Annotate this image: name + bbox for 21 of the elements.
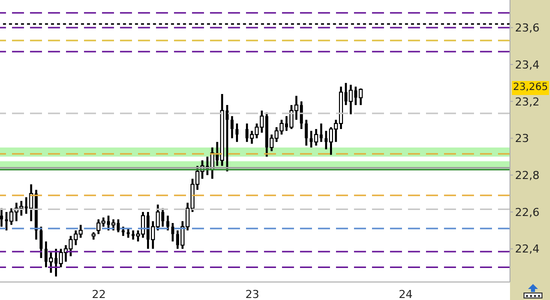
y-tick-label: 22,8 [515, 169, 540, 182]
candlestick [304, 118, 308, 147]
y-tick-label: 23,2 [515, 95, 540, 108]
x-tick-label: 24 [398, 288, 413, 300]
x-tick-label: 22 [92, 288, 106, 300]
candlestick [171, 222, 174, 242]
y-tick-label: 23,4 [515, 58, 540, 72]
y-tick-label: 22,6 [515, 206, 540, 219]
candlestick [40, 226, 43, 260]
candlestick [348, 84, 353, 116]
candlestick [235, 122, 238, 143]
candlestick [0, 207, 4, 228]
candlestick [166, 214, 170, 232]
x-tick-label: 23 [245, 288, 260, 300]
candlestick [230, 115, 234, 140]
annotation: 23,265 [512, 81, 549, 96]
candlestick [358, 87, 363, 106]
y-tick-label: 23,6 [515, 22, 540, 35]
y-tick-label: 22,4 [515, 242, 540, 256]
candlestick [126, 228, 130, 239]
y-tick-label: 23 [515, 132, 529, 146]
